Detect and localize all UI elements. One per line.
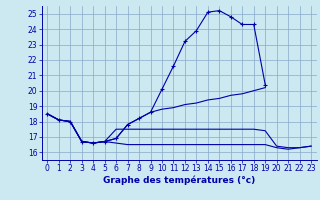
X-axis label: Graphe des températures (°c): Graphe des températures (°c): [103, 176, 255, 185]
